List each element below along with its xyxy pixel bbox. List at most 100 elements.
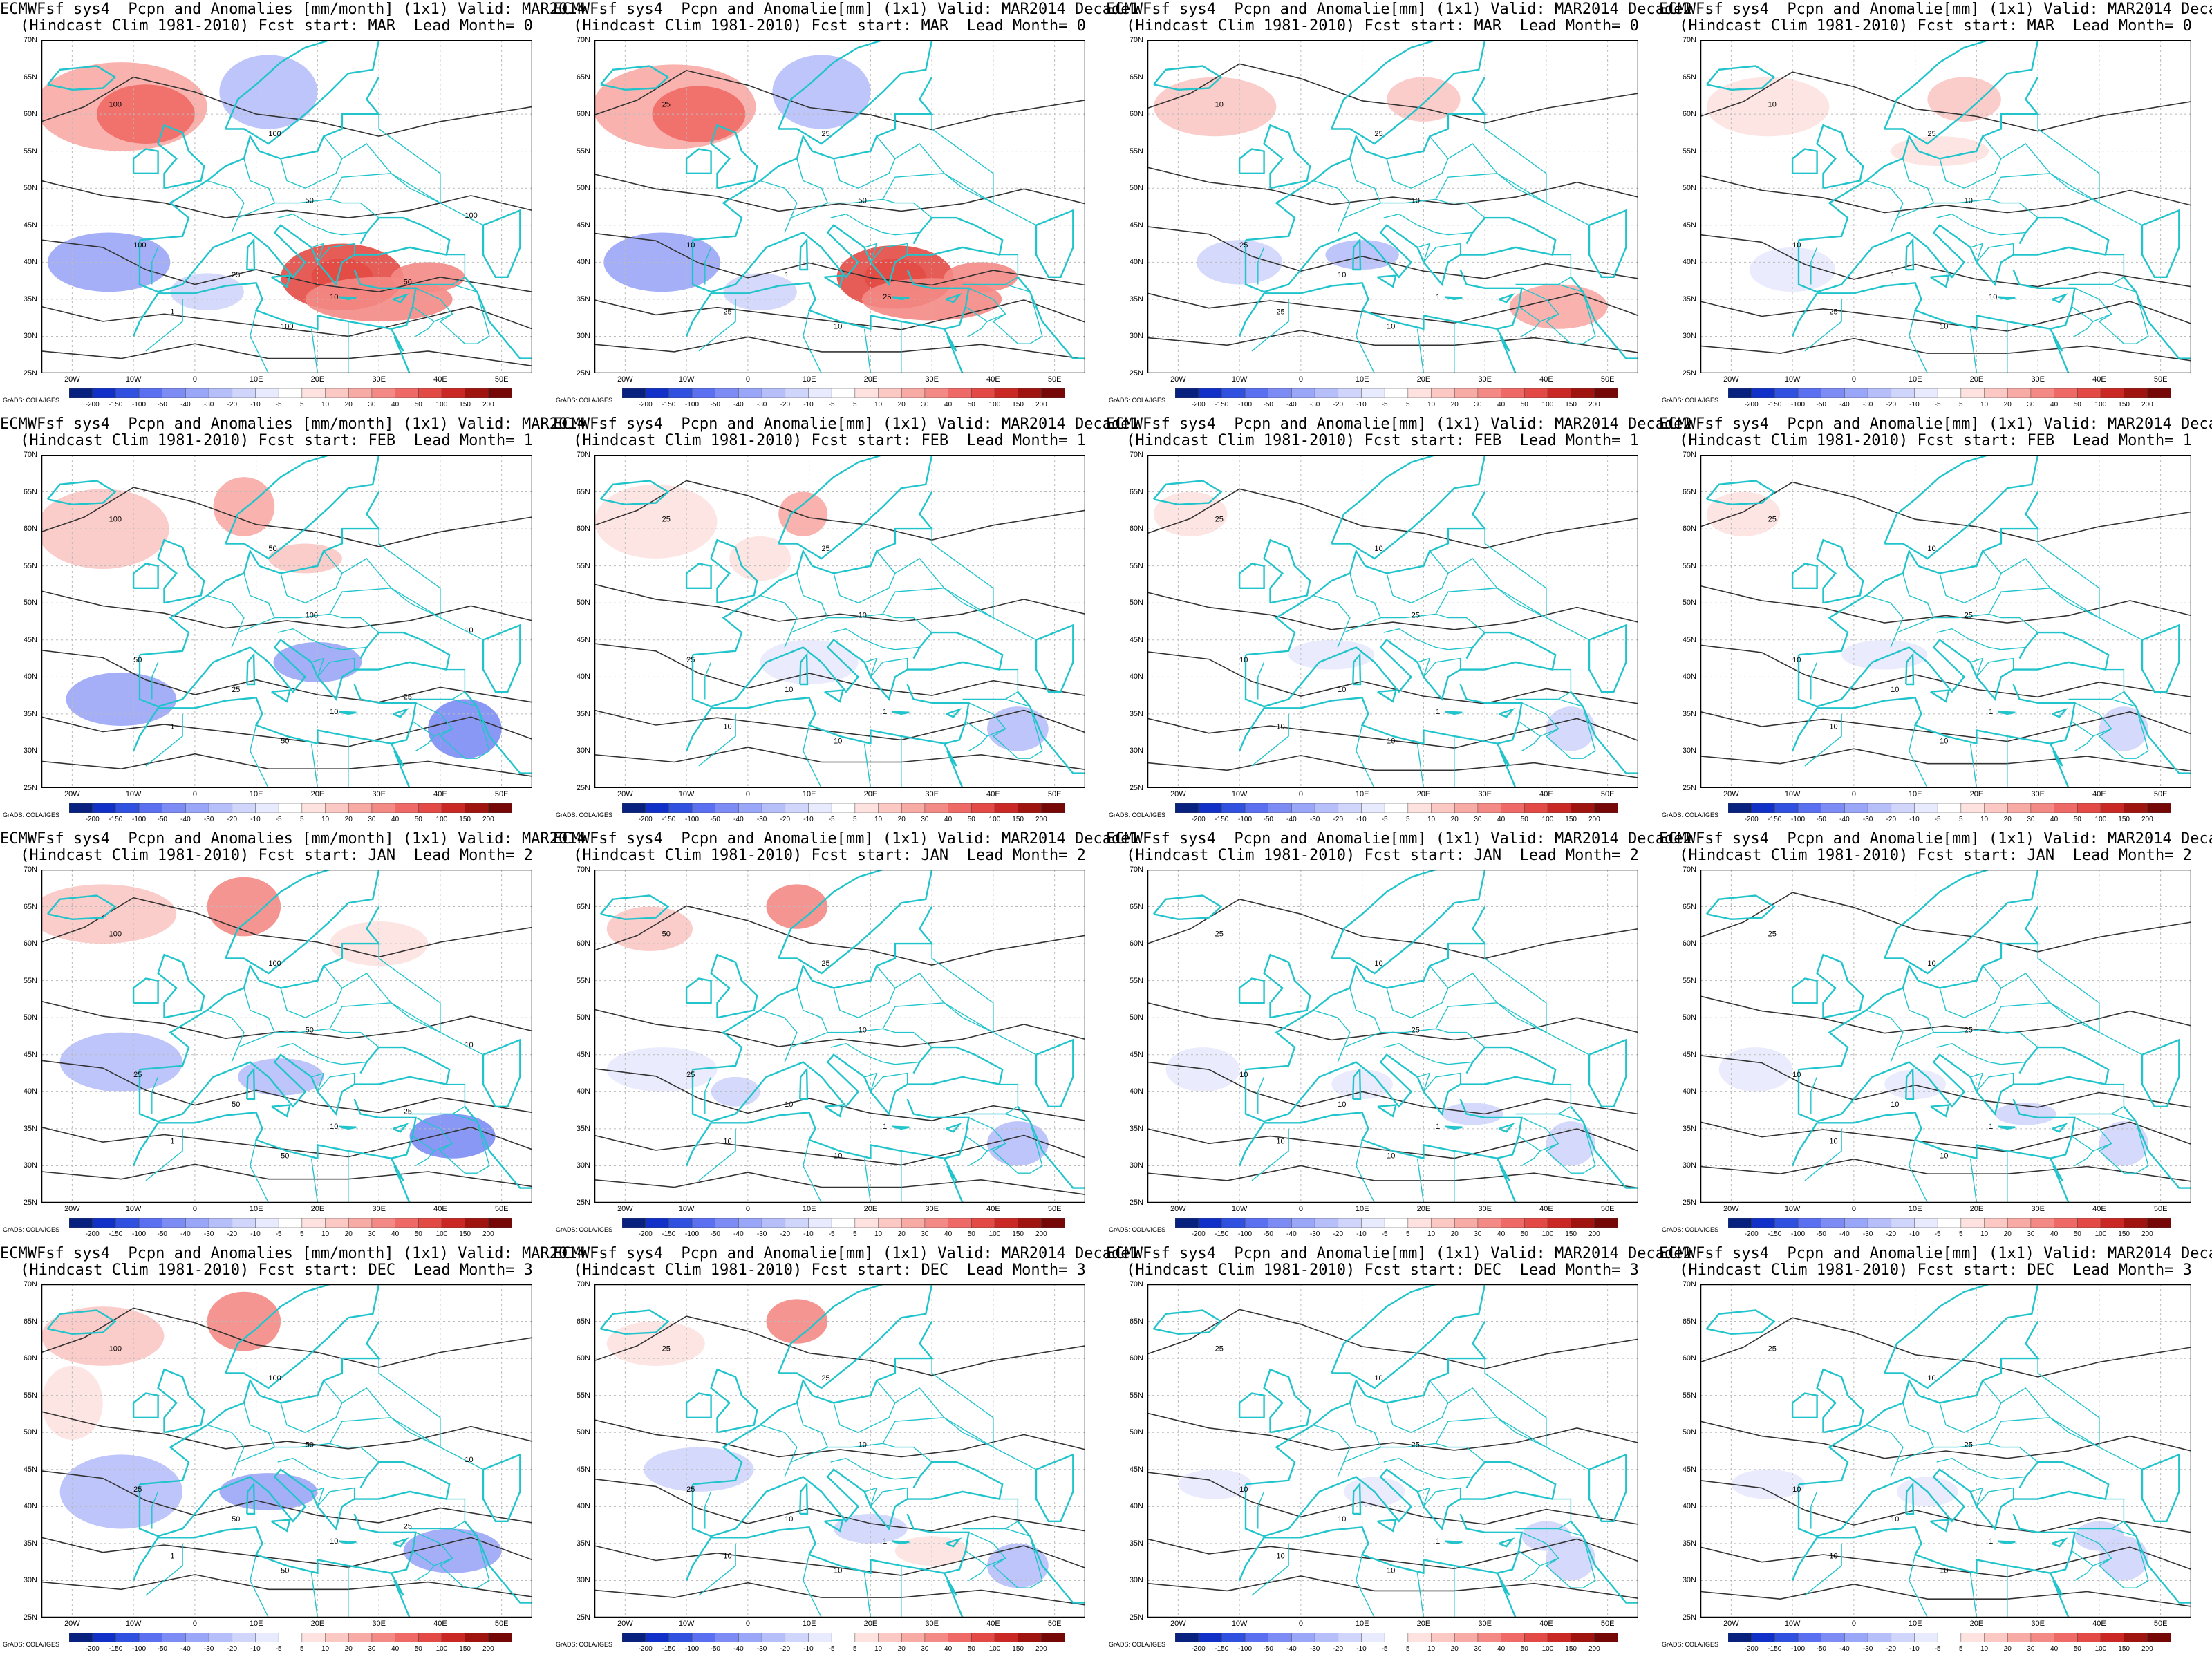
- precip-contour: [1147, 226, 1638, 279]
- map-panel: ECMWFsf sys4 Pcpn and Anomalie[mm] (1x1)…: [553, 830, 1139, 1244]
- country-border: [2000, 529, 2100, 619]
- colorbar-tick-label: -30: [203, 1645, 214, 1653]
- longitude-tick-label: 50E: [2153, 1205, 2168, 1213]
- contour-label: 1: [1989, 708, 1993, 716]
- country-border: [894, 529, 994, 619]
- contour-label: 10: [1891, 1515, 1899, 1524]
- colorbar-tick-label: 200: [1035, 816, 1047, 823]
- coastline: [2052, 708, 2068, 718]
- country-border: [698, 1128, 736, 1181]
- country-border: [409, 254, 466, 285]
- colorbar-tick-label: 100: [1541, 1645, 1554, 1653]
- latitude-tick-label: 25N: [23, 369, 37, 377]
- latitude-tick-label: 45N: [576, 1050, 590, 1059]
- colorbar-tick-label: 10: [1427, 816, 1436, 823]
- colorbar-swatch: [1751, 388, 1776, 398]
- contour-label: 25: [883, 293, 891, 301]
- latitude-tick-label: 40N: [23, 258, 37, 267]
- latitude-tick-label: 40N: [1682, 258, 1696, 267]
- latitude-tick-label: 35N: [23, 294, 37, 303]
- colorbar-tick-label: -30: [1862, 401, 1873, 409]
- longitude-tick-label: 20E: [1969, 1620, 1984, 1628]
- colorbar-swatch: [1431, 388, 1455, 398]
- map-frame: [1147, 40, 1638, 373]
- colorbar-tick-label: 50: [414, 1230, 422, 1238]
- latitude-tick-label: 70N: [576, 36, 590, 44]
- colorbar-swatch: [1314, 388, 1339, 398]
- colorbar-swatch: [2054, 388, 2079, 398]
- anomaly-shade: [59, 1032, 183, 1092]
- panel-subtitle: (Hindcast Clim 1981-2010) Fcst start: DE…: [1679, 1262, 2192, 1279]
- colorbar-swatch: [488, 1218, 512, 1228]
- longitude-tick-label: 40E: [1539, 1205, 1553, 1213]
- country-border: [277, 1457, 367, 1480]
- colorbar-swatch: [1774, 1218, 1799, 1228]
- colorbar-swatch: [1407, 1218, 1432, 1228]
- colorbar-swatch: [1407, 1633, 1432, 1642]
- anomaly-shade: [778, 491, 828, 536]
- map-panel: ECMWFsf sys4 Pcpn and Anomalie[mm] (1x1)…: [553, 1244, 1139, 1659]
- colorbar-tick-label: 200: [482, 816, 494, 823]
- colorbar-tick-label: -150: [662, 1230, 676, 1238]
- coastline: [482, 209, 521, 278]
- country-border: [2074, 321, 2094, 337]
- longitude-tick-label: 20W: [64, 375, 80, 384]
- coastline: [778, 455, 933, 560]
- anomaly-shade: [1995, 1103, 2056, 1125]
- panel-title: ECMWFsf sys4 Pcpn and Anomalie[mm] (1x1)…: [1106, 830, 1692, 847]
- colorbar-tick-label: -100: [685, 816, 700, 823]
- latitude-tick-label: 70N: [1129, 865, 1143, 874]
- latitude-tick-label: 60N: [23, 939, 37, 948]
- anomaly-shade: [41, 1365, 103, 1440]
- colorbar-tick-label: 50: [414, 816, 422, 823]
- latitude-tick-label: 40N: [23, 1502, 37, 1511]
- colorbar-swatch: [1728, 803, 1752, 813]
- colorbar-swatch: [1477, 1633, 1502, 1642]
- coastline: [946, 293, 962, 303]
- colorbar-tick-label: -50: [1816, 1230, 1826, 1238]
- colorbar-tick-label: 40: [1497, 816, 1506, 823]
- contour-label: 10: [1387, 1152, 1395, 1161]
- colorbar-tick-label: -5: [828, 816, 835, 823]
- colorbar-tick-label: 10: [321, 1645, 330, 1653]
- country-border: [1447, 1358, 1547, 1448]
- colorbar-swatch: [1175, 1633, 1199, 1642]
- colorbar-tick-label: 50: [1520, 1645, 1528, 1653]
- coastline: [1791, 563, 1818, 590]
- map-frame: [1700, 870, 2191, 1203]
- colorbar-tick-label: -100: [132, 1230, 147, 1238]
- colorbar-tick-label: 50: [1520, 1230, 1528, 1238]
- colorbar-tick-label: 40: [391, 401, 400, 409]
- country-border: [1251, 299, 1289, 352]
- country-border: [329, 173, 484, 226]
- country-border: [145, 713, 183, 767]
- colorbar-tick-label: -5: [275, 1230, 282, 1238]
- colorbar-swatch: [761, 1218, 786, 1228]
- colorbar-tick-label: -150: [1215, 1230, 1229, 1238]
- colorbar-tick-label: 10: [1427, 401, 1436, 409]
- precip-contour: [594, 1582, 1085, 1606]
- coastline: [692, 77, 934, 241]
- colorbar-swatch: [1524, 1218, 1548, 1228]
- coastline: [482, 1038, 521, 1107]
- latitude-tick-label: 70N: [576, 451, 590, 459]
- colorbar-swatch: [738, 1633, 762, 1642]
- country-border: [415, 1150, 435, 1166]
- latitude-tick-label: 30N: [576, 1576, 590, 1585]
- contour-label: 1: [170, 308, 174, 316]
- contour-label: 10: [1374, 959, 1382, 968]
- colorbar-tick-label: -200: [638, 1645, 653, 1653]
- country-border: [329, 1002, 484, 1056]
- contour-label: 10: [1829, 1552, 1837, 1560]
- map-frame: [1147, 455, 1638, 788]
- longitude-tick-label: 20W: [1723, 1205, 1739, 1213]
- precip-contour: [41, 1537, 532, 1568]
- latitude-tick-label: 60N: [23, 525, 37, 534]
- latitude-tick-label: 30N: [1682, 747, 1696, 756]
- colorbar-tick-label: 30: [921, 401, 929, 409]
- country-border: [237, 1403, 276, 1463]
- country-border: [790, 1403, 829, 1463]
- country-border: [280, 135, 343, 189]
- latitude-tick-label: 25N: [1682, 784, 1696, 792]
- precip-contour: [41, 239, 532, 293]
